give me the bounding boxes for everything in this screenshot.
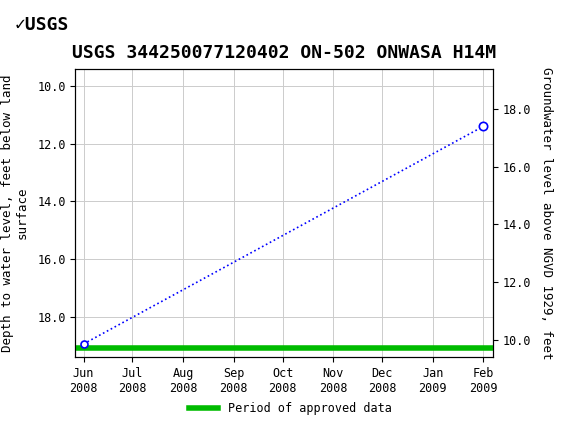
Y-axis label: Groundwater level above NGVD 1929, feet: Groundwater level above NGVD 1929, feet — [539, 67, 553, 359]
Title: USGS 344250077120402 ON-502 ONWASA H14M: USGS 344250077120402 ON-502 ONWASA H14M — [72, 44, 496, 61]
Text: ✓USGS: ✓USGS — [14, 16, 69, 34]
Legend: Period of approved data: Period of approved data — [184, 397, 396, 420]
FancyBboxPatch shape — [6, 4, 87, 47]
Y-axis label: Depth to water level, feet below land
surface: Depth to water level, feet below land su… — [1, 74, 29, 352]
